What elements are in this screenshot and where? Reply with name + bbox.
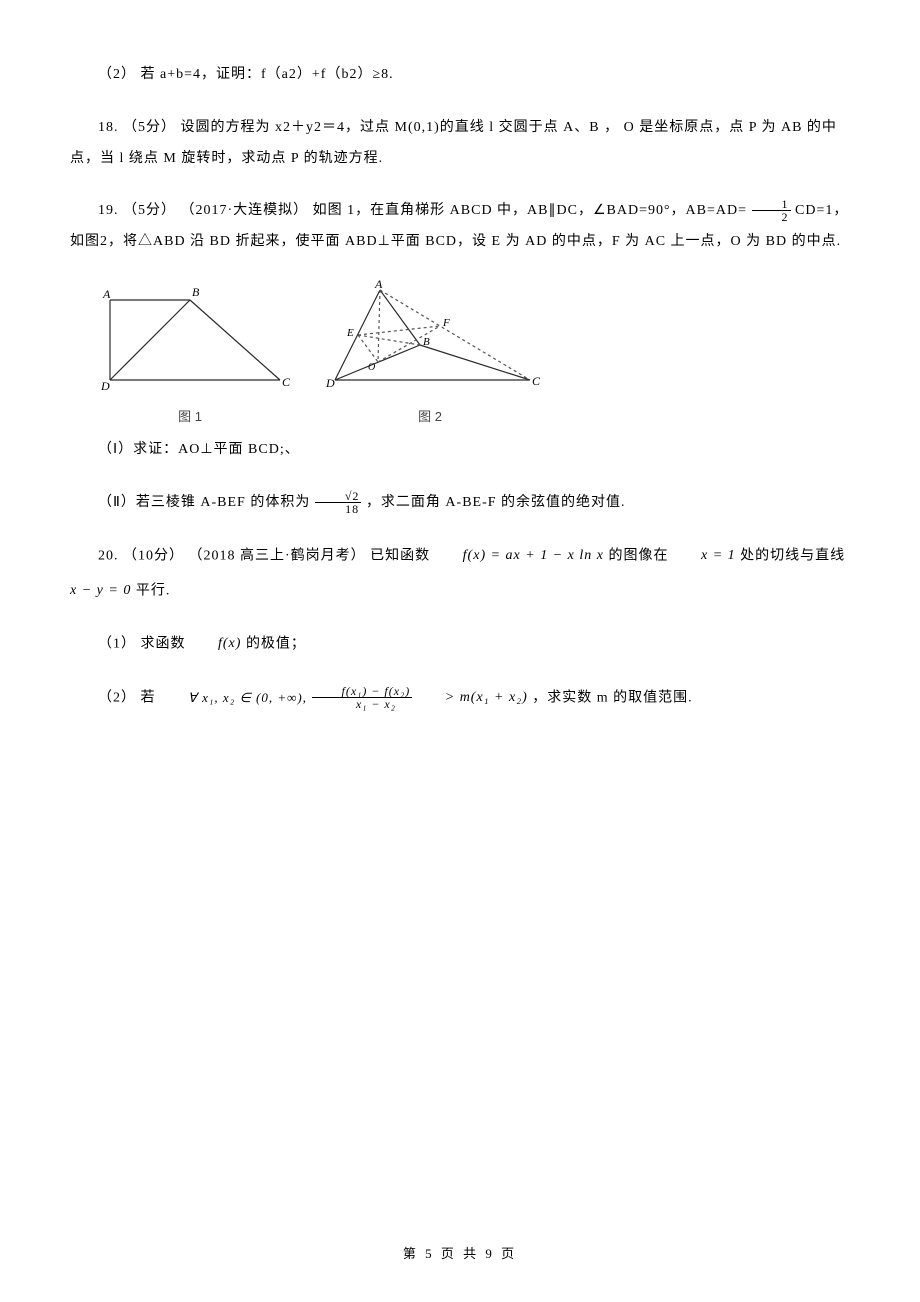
diagram-1: A B C D [90,280,290,400]
q20-1-fx: f(x) [190,629,241,660]
page-footer: 第 5 页 共 9 页 [0,1243,920,1262]
q20-2-frac-den: x₁ − x₂ [312,698,413,711]
label-O2: O [368,362,375,373]
q20-x-eq-1: x = 1 [673,541,736,572]
diagram-1-label: 图 1 [178,406,202,425]
label-B: B [192,285,200,299]
q20-intro-line2: x − y = 0 平行. [70,576,850,607]
label-E2: E [346,327,354,339]
frac-den: 2 [752,211,791,224]
q20-mid2: 处的切线与直线 [740,548,845,563]
q19-part2: （Ⅱ）若三棱锥 A‐BEF 的体积为 √2 18 ，求二面角 A‐BE‐F 的余… [70,488,850,519]
q19-text-pre: 19. （5分） （2017·大连模拟） 如图 1，在直角梯形 ABCD 中，A… [98,203,752,218]
q19-II-pre: （Ⅱ）若三棱锥 A‐BEF 的体积为 [98,495,315,510]
q20-2-forall: ∀ x₁, x₂ ∈ (0, +∞), [160,684,307,713]
q20-fx-expr: f(x) = ax + 1 − x ln x [435,541,604,572]
diagram-2: A B C D E F O [320,280,540,400]
diagram-1-block: A B C D 图 1 [90,280,290,425]
q20-mid1: 的图像在 [608,548,673,563]
label-D2: D [325,376,335,390]
label-C2: C [532,374,540,388]
q20-part1: （1） 求函数 f(x) 的极值； [70,629,850,660]
label-A: A [102,287,111,301]
q19-intro: 19. （5分） （2017·大连模拟） 如图 1，在直角梯形 ABCD 中，A… [70,196,850,258]
q19-part1: （Ⅰ）求证：AO⊥平面 BCD;、 [70,435,850,466]
q20-xy0: x − y = 0 [70,576,131,607]
q20-2-post: ，求实数 m 的取值范围. [532,690,692,705]
label-F2: F [442,317,450,329]
label-C: C [282,375,290,389]
q17-part2: （2） 若 a+b=4，证明：f（a2）+f（b2）≥8. [70,60,850,91]
label-B2: B [423,336,430,348]
q20-2-pre: （2） 若 [98,690,160,705]
q20-part2: （2） 若 ∀ x₁, x₂ ∈ (0, +∞), f(x₁) − f(x₂) … [70,683,850,714]
frac-num-sqrt2: √2 [315,490,362,503]
q20-1-post: 的极值； [246,637,306,652]
q20-2-fraction: f(x₁) − f(x₂) x₁ − x₂ [312,685,413,711]
q19-II-fraction: √2 18 [315,490,362,516]
diagram-2-label: 图 2 [418,406,442,425]
q20-2-ineq: > m(x₁ + x₂) [417,683,528,714]
diagram-2-block: A B C D E F O 图 2 [320,280,540,425]
q20-intro: 20. （10分） （2018 高三上·鹤岗月考） 已知函数 f(x) = ax… [70,541,850,572]
q18: 18. （5分） 设圆的方程为 x2＋y2＝4，过点 M(0,1)的直线 l 交… [70,113,850,175]
q20-1-pre: （1） 求函数 [98,637,190,652]
q19-fraction-half: 1 2 [752,198,791,224]
frac-den-18: 18 [315,503,362,516]
diagram-row: A B C D 图 1 [90,280,850,425]
q20-pre: 20. （10分） （2018 高三上·鹤岗月考） 已知函数 [98,548,435,563]
label-D: D [100,379,110,393]
q19-II-post: ，求二面角 A‐BE‐F 的余弦值的绝对值. [366,495,626,510]
q20-line2-post: 平行. [136,584,171,599]
label-A2: A [374,280,383,291]
